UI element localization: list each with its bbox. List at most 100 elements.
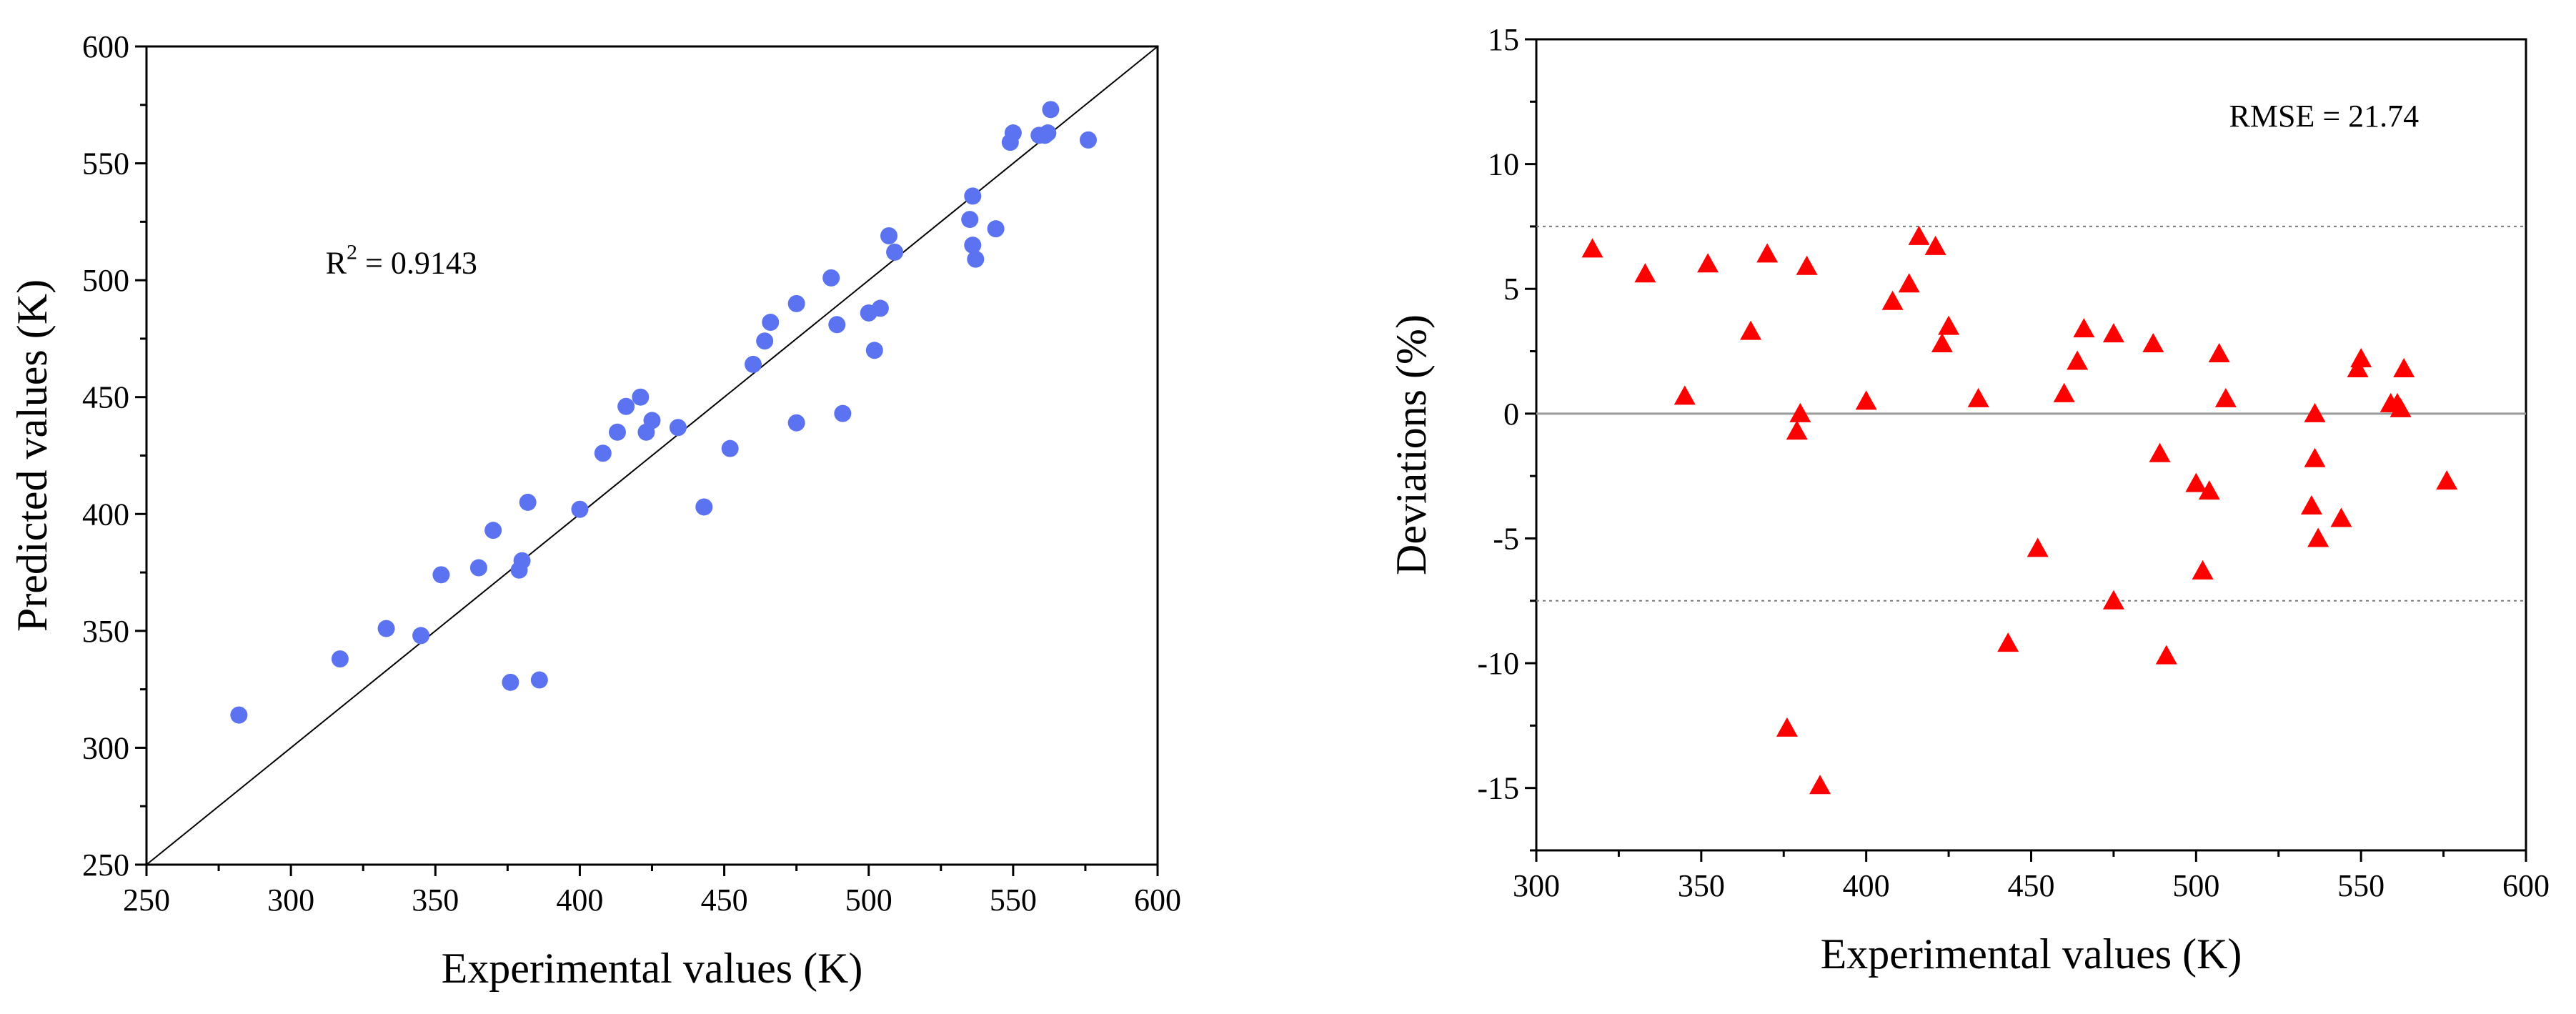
left-data-point [886,243,904,261]
right-data-point [1809,775,1831,795]
left-data-point [617,397,635,415]
left-data-point [695,498,713,516]
left-ticks: 250 300 350 400 450 500 550 600 250 300 350 400 450 5… [82,29,1181,918]
l-y-tick-label: 300 [82,730,129,765]
left-r-value: = 0.9143 [357,245,477,280]
l-x-tick-label: 400 [556,883,603,918]
left-data-point [1004,124,1022,142]
right-data-point [1924,235,1946,255]
left-data-point [230,706,248,724]
right-data-point [2304,447,2326,467]
left-data-point [756,332,774,350]
right-data-point [1776,717,1798,737]
left-data-point [964,187,982,205]
l-y-tick-label: 450 [82,380,129,415]
right-data-point [2192,560,2214,580]
r-y-tick-label: 5 [1503,272,1519,307]
right-data-point [1796,255,1818,275]
left-data-point [828,316,846,334]
l-x-tick-label: 550 [990,883,1037,918]
right-data-point [1789,402,1811,422]
right-x-axis-title: Experimental values (K) [1821,930,2242,978]
deviations-chart: 300 350 400 450 500 550 600 -15 -10 -5 0 5 10 15 RMSE… [1388,22,2550,978]
r-y-tick-label: 15 [1488,22,1519,57]
left-y-axis-title: Predicted values (K) [9,279,56,632]
right-data-point [1997,632,2019,652]
left-data-point [469,559,487,577]
l-y-tick-label: 500 [82,263,129,298]
left-data-point [961,211,979,229]
left-identity-line [146,46,1158,865]
left-data-point [412,627,430,645]
r-y-tick-label: 0 [1503,397,1519,432]
predicted-vs-experimental-chart: 250 300 350 400 450 500 550 600 250 300 350 400 450 5… [9,29,1181,992]
right-data-point [2027,537,2049,557]
left-data-point [571,500,589,518]
right-data-point [2304,402,2326,422]
l-y-tick-label: 550 [82,146,129,182]
left-data-point [669,419,687,437]
right-data-point [2149,442,2171,462]
right-data-point [1697,253,1719,273]
left-data-point [643,412,661,429]
left-r-superscript: 2 [347,240,357,264]
right-data-point [2198,480,2220,500]
right-data-point [2330,507,2352,527]
r-x-tick-label: 300 [1513,868,1560,903]
left-data-point [721,439,739,457]
l-y-tick-label: 250 [82,848,129,883]
right-data-point [2208,343,2230,363]
right-data-point [1855,390,1877,410]
left-data-point [1042,101,1060,119]
right-data-point [2067,350,2089,370]
left-data-point [594,444,612,462]
right-data-point [1967,387,1989,407]
left-data-point [745,355,762,373]
left-data-points [230,101,1097,724]
left-data-point [964,237,982,254]
r-x-tick-label: 400 [1843,868,1890,903]
left-data-point [834,404,852,422]
right-data-point [2436,470,2458,490]
left-data-point [787,294,805,312]
right-plot-frame [1535,38,2527,852]
right-y-axis-title: Deviations (%) [1388,314,1435,575]
right-data-point [2393,357,2415,377]
right-data-point [1908,225,1930,245]
right-data-point [2102,323,2124,343]
r-y-tick-label: -10 [1477,646,1519,681]
r-x-tick-label: 450 [2008,868,2055,903]
left-r-label: R [326,245,347,280]
left-data-point [513,552,531,570]
right-data-point [2053,382,2075,402]
left-data-point [530,671,548,689]
l-x-tick-label: 350 [412,883,459,918]
right-data-point [1740,320,1762,340]
right-data-points [1581,225,2458,795]
r-x-tick-label: 350 [1678,868,1725,903]
right-data-point [2155,645,2177,665]
left-data-point [608,423,626,441]
left-data-point [865,342,883,359]
right-data-point [2142,333,2164,353]
left-data-point [632,388,650,406]
right-reference-lines [1536,225,2526,602]
r-y-tick-label: -5 [1493,521,1519,556]
right-data-point [1634,263,1656,283]
r-x-tick-label: 550 [2337,868,2384,903]
right-data-point [2214,387,2237,407]
right-data-point [1674,385,1696,405]
right-rmse-annotation: RMSE = 21.74 [2229,99,2420,134]
left-data-point [484,522,502,540]
right-data-point [2347,357,2369,377]
left-data-point [331,650,349,668]
left-data-point [967,250,985,268]
right-data-point [1931,333,1953,353]
right-data-point [1938,315,1960,335]
l-y-tick-label: 350 [82,614,129,649]
l-y-tick-label: 400 [82,497,129,532]
right-data-point [2300,495,2322,515]
right-data-point [1881,290,1904,310]
l-x-tick-label: 600 [1134,883,1181,918]
